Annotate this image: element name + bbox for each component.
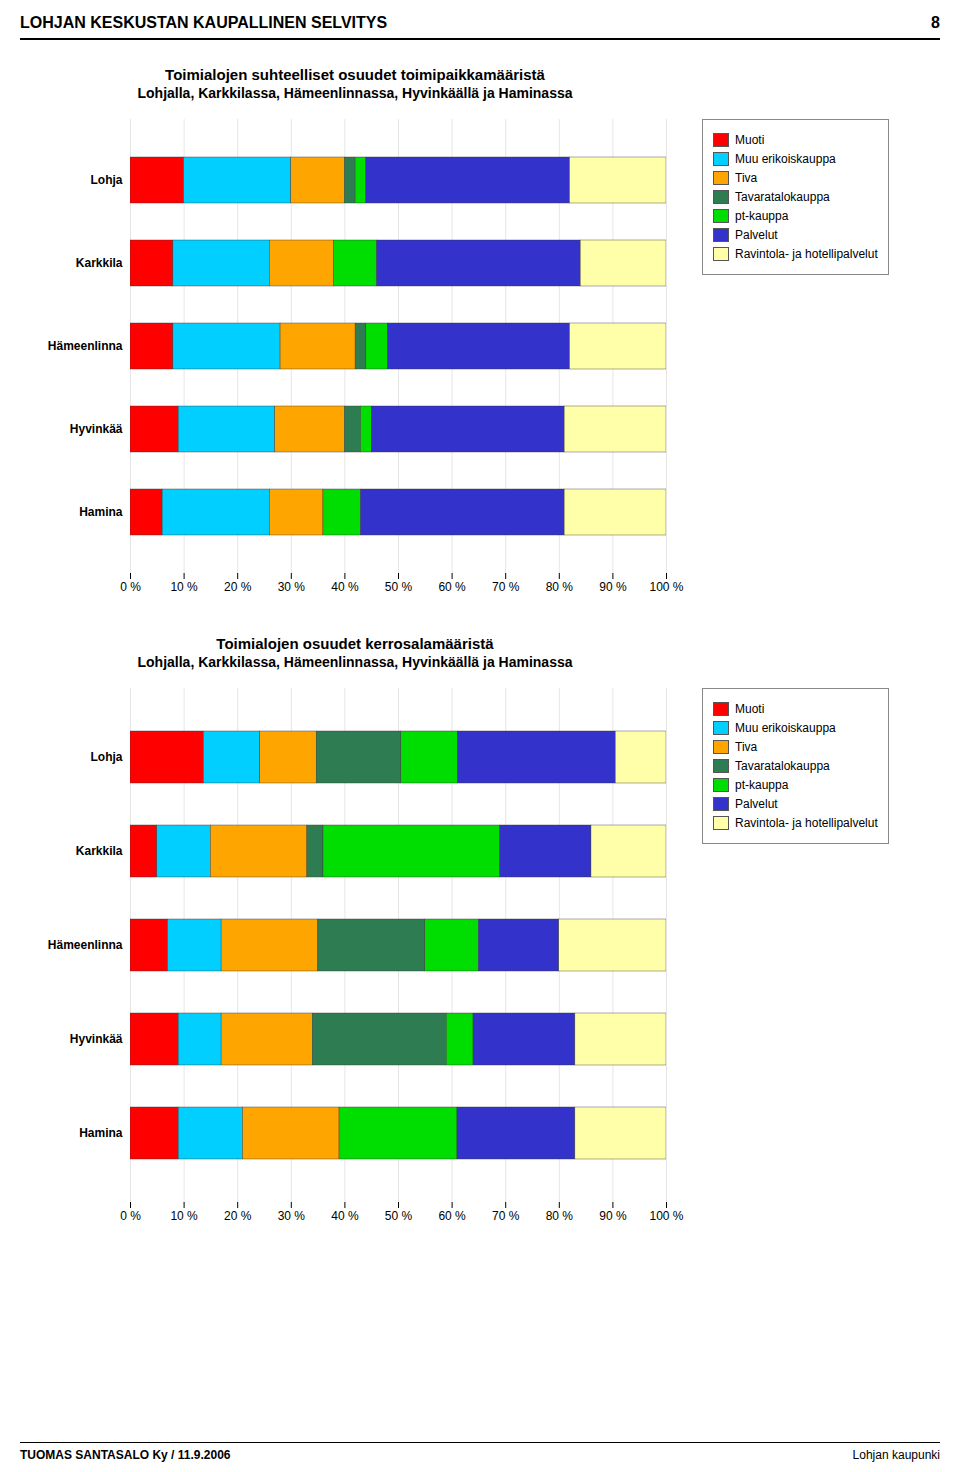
- html-text:Muu erikoiskauppa: Muu erikoiskauppa: [735, 152, 836, 166]
- svg-text:Lohja: Lohja: [91, 173, 123, 187]
- html-text:Muoti: Muoti: [735, 702, 765, 716]
- svg-text:70 %: 70 %: [492, 1209, 520, 1223]
- html-text:Lohjalla, Karkkilassa, Hämeenl: Lohjalla, Karkkilassa, Hämeenlinnassa, H…: [137, 85, 573, 101]
- html-text:Muu erikoiskauppa: Muu erikoiskauppa: [735, 721, 836, 735]
- svg-text:90 %: 90 %: [599, 580, 627, 594]
- svg-text:Lohja: Lohja: [91, 750, 123, 764]
- svg-text:Karkkila: Karkkila: [76, 256, 123, 270]
- html-text:Toimialojen osuudet kerrosalam: Toimialojen osuudet kerrosalamääristä: [216, 635, 494, 652]
- html-text:Tiva: Tiva: [735, 171, 758, 185]
- html-text:Tavaratalokauppa: Tavaratalokauppa: [735, 190, 830, 204]
- html-text:Lohjalla, Karkkilassa, Hämeenl: Lohjalla, Karkkilassa, Hämeenlinnassa, H…: [137, 654, 573, 670]
- svg-text:60 %: 60 %: [438, 1209, 466, 1223]
- html-text:Toimialojen suhteelliset osuud: Toimialojen suhteelliset osuudet toimipa…: [165, 66, 545, 83]
- svg-text:Karkkila: Karkkila: [76, 844, 123, 858]
- html-text:8: 8: [931, 14, 940, 31]
- svg-text:Hamina: Hamina: [79, 1126, 123, 1140]
- svg-text:Hyvinkää: Hyvinkää: [70, 422, 123, 436]
- svg-text:0 %: 0 %: [120, 1209, 141, 1223]
- html-text:LOHJAN KESKUSTAN KAUPALLINEN S: LOHJAN KESKUSTAN KAUPALLINEN SELVITYS: [20, 14, 388, 31]
- svg-text:10 %: 10 %: [170, 580, 198, 594]
- html-text:pt-kauppa: pt-kauppa: [735, 778, 789, 792]
- svg-text:80 %: 80 %: [546, 1209, 574, 1223]
- html-text:Palvelut: Palvelut: [735, 228, 778, 242]
- svg-text:0 %: 0 %: [120, 580, 141, 594]
- html-text:Palvelut: Palvelut: [735, 797, 778, 811]
- svg-text:20 %: 20 %: [224, 1209, 252, 1223]
- svg-text:100 %: 100 %: [649, 580, 683, 594]
- svg-text:Hamina: Hamina: [79, 505, 123, 519]
- svg-text:40 %: 40 %: [331, 1209, 359, 1223]
- svg-text:10 %: 10 %: [170, 1209, 198, 1223]
- svg-text:60 %: 60 %: [438, 580, 466, 594]
- svg-text:20 %: 20 %: [224, 580, 252, 594]
- svg-text:Hämeenlinna: Hämeenlinna: [48, 339, 123, 353]
- svg-text:80 %: 80 %: [546, 580, 574, 594]
- svg-text:70 %: 70 %: [492, 580, 520, 594]
- svg-text:Hämeenlinna: Hämeenlinna: [48, 938, 123, 952]
- html-text:Tavaratalokauppa: Tavaratalokauppa: [735, 759, 830, 773]
- svg-text:40 %: 40 %: [331, 580, 359, 594]
- svg-text:100 %: 100 %: [649, 1209, 683, 1223]
- svg-text:50 %: 50 %: [385, 1209, 413, 1223]
- svg-text:30 %: 30 %: [278, 580, 306, 594]
- html-text:TUOMAS SANTASALO Ky / 11.9.200: TUOMAS SANTASALO Ky / 11.9.2006: [20, 1448, 231, 1462]
- svg-text:90 %: 90 %: [599, 1209, 627, 1223]
- svg-text:30 %: 30 %: [278, 1209, 306, 1223]
- svg-text:50 %: 50 %: [385, 580, 413, 594]
- html-text:pt-kauppa: pt-kauppa: [735, 209, 789, 223]
- html-text:Ravintola- ja hotellipalvelut: Ravintola- ja hotellipalvelut: [735, 816, 878, 830]
- html-text:Tiva: Tiva: [735, 740, 758, 754]
- html-text:Lohjan kaupunki: Lohjan kaupunki: [852, 1448, 940, 1462]
- svg-text:Hyvinkää: Hyvinkää: [70, 1032, 123, 1046]
- html-text:Ravintola- ja hotellipalvelut: Ravintola- ja hotellipalvelut: [735, 247, 878, 261]
- html-text:Muoti: Muoti: [735, 133, 765, 147]
